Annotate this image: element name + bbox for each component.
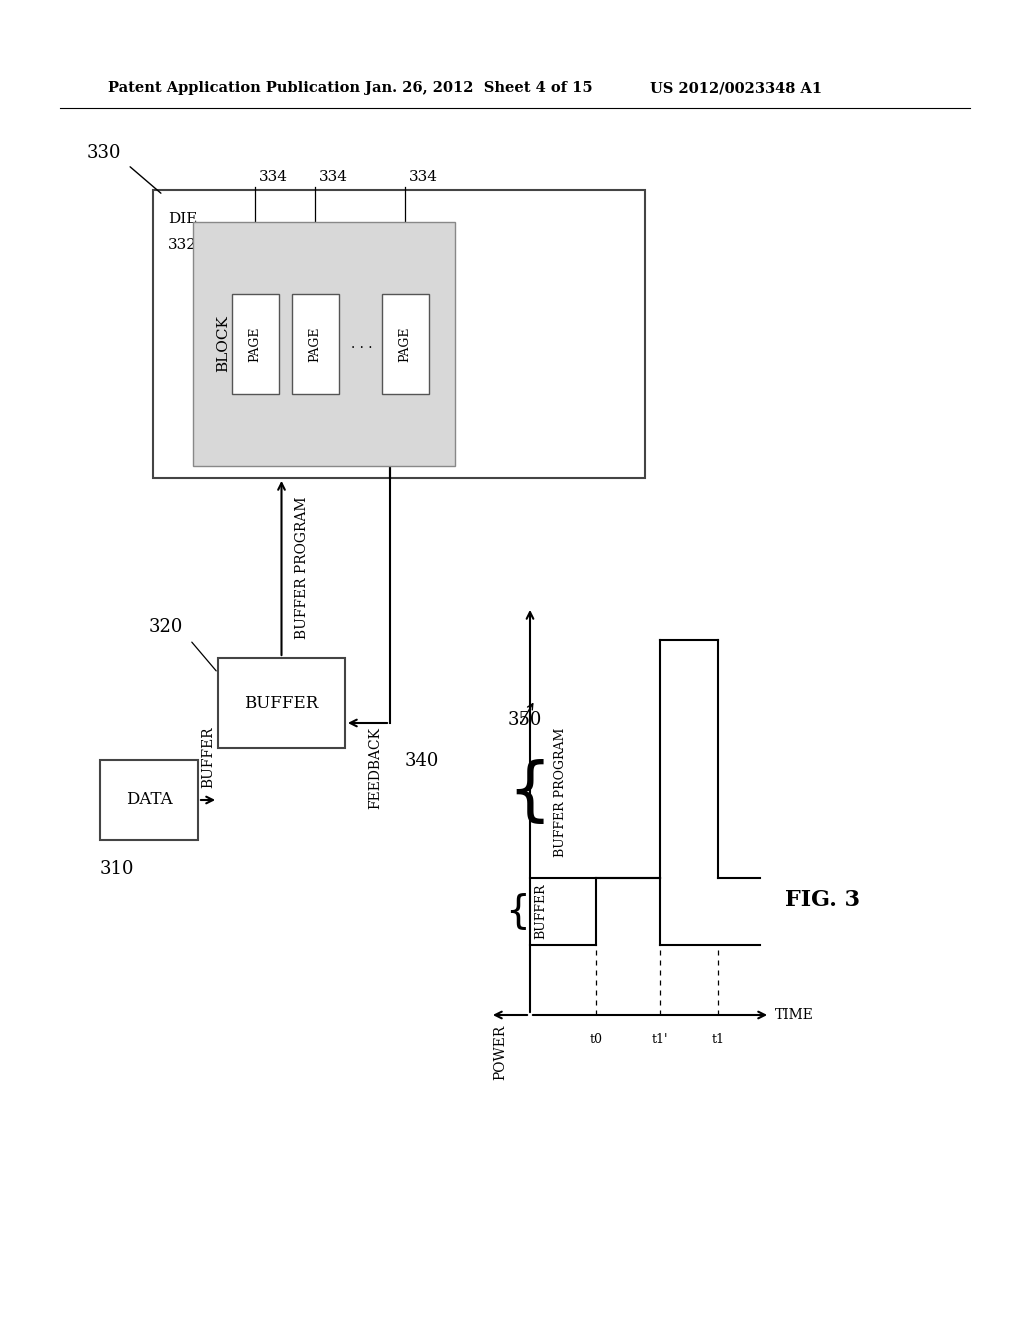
Text: {: { [508,759,552,826]
Text: t1': t1' [651,1034,669,1045]
Bar [292,294,339,393]
Text: BUFFER: BUFFER [201,726,215,788]
Text: BUFFER: BUFFER [245,694,318,711]
Bar [153,190,645,478]
Text: t0: t0 [590,1034,602,1045]
Bar [100,760,198,840]
Text: 330: 330 [86,144,121,162]
Bar [382,294,428,393]
Text: t1: t1 [712,1034,725,1045]
Text: 334: 334 [259,170,288,183]
Text: BUFFER: BUFFER [534,883,547,940]
Text: Patent Application Publication: Patent Application Publication [108,81,360,95]
Bar [193,222,455,466]
Text: US 2012/0023348 A1: US 2012/0023348 A1 [650,81,822,95]
Text: DATA: DATA [126,792,172,808]
Text: . . .: . . . [351,337,373,351]
Text: TIME: TIME [775,1008,814,1022]
Text: {: { [505,892,530,931]
Text: 332: 332 [168,238,197,252]
Text: DIE: DIE [168,213,198,226]
Text: BLOCK: BLOCK [216,315,230,372]
Text: 320: 320 [148,618,183,636]
Text: POWER: POWER [493,1026,507,1080]
Text: BUFFER PROGRAM: BUFFER PROGRAM [296,496,309,639]
Text: 310: 310 [100,861,134,878]
Text: Jan. 26, 2012  Sheet 4 of 15: Jan. 26, 2012 Sheet 4 of 15 [365,81,593,95]
Text: 334: 334 [319,170,348,183]
Text: 340: 340 [406,752,439,770]
Bar [218,657,345,748]
Text: BUFFER PROGRAM: BUFFER PROGRAM [554,727,567,857]
Bar [231,294,279,393]
Text: FIG. 3: FIG. 3 [785,888,860,911]
Text: PAGE: PAGE [249,326,261,362]
Text: 334: 334 [409,170,438,183]
Text: PAGE: PAGE [308,326,322,362]
Text: PAGE: PAGE [398,326,412,362]
Text: 350: 350 [508,711,543,729]
Text: FEEDBACK: FEEDBACK [368,727,382,809]
